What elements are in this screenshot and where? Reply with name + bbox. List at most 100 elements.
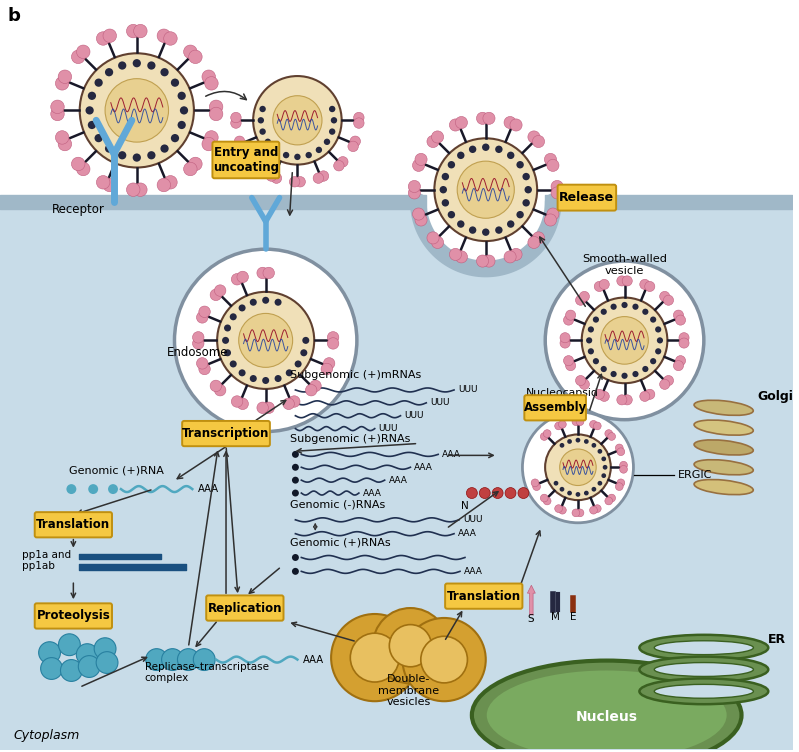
Circle shape: [608, 494, 615, 502]
Circle shape: [177, 92, 186, 100]
Polygon shape: [419, 3, 553, 269]
Circle shape: [230, 360, 237, 368]
Circle shape: [532, 135, 545, 147]
Circle shape: [202, 138, 216, 151]
Circle shape: [199, 306, 210, 317]
Circle shape: [305, 384, 317, 396]
Text: AAA: AAA: [464, 567, 483, 576]
Circle shape: [257, 267, 268, 279]
Circle shape: [295, 177, 305, 187]
Circle shape: [161, 649, 184, 671]
Circle shape: [598, 481, 602, 486]
Text: Genomic (+)RNAs: Genomic (+)RNAs: [291, 538, 391, 547]
Circle shape: [576, 509, 584, 517]
Circle shape: [622, 395, 632, 405]
Circle shape: [504, 251, 516, 263]
Text: Nucleus: Nucleus: [576, 710, 638, 724]
Circle shape: [605, 429, 613, 438]
Circle shape: [575, 492, 580, 497]
Circle shape: [602, 473, 606, 478]
Circle shape: [599, 279, 610, 290]
Text: Subgenomic (+)RNAs: Subgenomic (+)RNAs: [291, 435, 411, 444]
Circle shape: [455, 251, 467, 263]
Circle shape: [197, 311, 208, 323]
Text: Genomic (+)RNA: Genomic (+)RNA: [70, 465, 165, 475]
Circle shape: [88, 121, 96, 129]
Circle shape: [594, 390, 604, 399]
Circle shape: [61, 660, 82, 681]
Circle shape: [272, 147, 279, 153]
Text: E: E: [570, 612, 576, 622]
Circle shape: [533, 483, 540, 490]
Circle shape: [601, 317, 648, 364]
Text: Assembly: Assembly: [523, 402, 586, 414]
Circle shape: [133, 24, 147, 38]
Circle shape: [469, 146, 476, 153]
Circle shape: [584, 491, 589, 496]
Circle shape: [217, 292, 314, 389]
Circle shape: [632, 371, 638, 378]
Ellipse shape: [694, 400, 753, 415]
Circle shape: [602, 456, 606, 461]
FancyBboxPatch shape: [34, 603, 112, 629]
Circle shape: [118, 151, 126, 159]
Ellipse shape: [694, 459, 753, 475]
Circle shape: [403, 618, 486, 701]
Circle shape: [105, 144, 113, 153]
Circle shape: [237, 271, 248, 283]
Circle shape: [610, 371, 617, 378]
Circle shape: [275, 375, 281, 382]
Circle shape: [292, 477, 299, 484]
Circle shape: [263, 402, 274, 414]
Circle shape: [593, 317, 599, 323]
Ellipse shape: [654, 663, 753, 677]
Circle shape: [543, 497, 551, 505]
Circle shape: [96, 652, 118, 674]
Circle shape: [544, 214, 557, 226]
Ellipse shape: [639, 678, 769, 704]
Ellipse shape: [639, 635, 769, 660]
Circle shape: [164, 175, 177, 189]
Ellipse shape: [472, 660, 741, 752]
Circle shape: [431, 236, 443, 248]
Circle shape: [305, 152, 312, 158]
Circle shape: [105, 68, 113, 77]
Circle shape: [237, 141, 247, 152]
Text: Proteolysis: Proteolysis: [37, 609, 110, 623]
Circle shape: [209, 108, 223, 121]
Circle shape: [559, 443, 564, 447]
Circle shape: [610, 304, 617, 310]
Circle shape: [567, 439, 572, 444]
Circle shape: [222, 337, 229, 344]
Text: Subgenomic (+)mRNAs: Subgenomic (+)mRNAs: [291, 370, 422, 380]
Circle shape: [253, 76, 342, 165]
Circle shape: [455, 117, 467, 129]
Circle shape: [260, 129, 266, 135]
Circle shape: [275, 299, 281, 306]
Circle shape: [231, 112, 241, 123]
Circle shape: [105, 79, 169, 142]
Circle shape: [528, 131, 540, 143]
Text: UUU: UUU: [458, 386, 478, 395]
Circle shape: [232, 396, 243, 408]
Text: Transcription: Transcription: [182, 427, 270, 440]
Circle shape: [566, 310, 575, 320]
Circle shape: [209, 100, 223, 114]
Circle shape: [205, 77, 218, 90]
Circle shape: [617, 479, 625, 487]
Circle shape: [294, 153, 300, 160]
Circle shape: [147, 62, 156, 70]
Circle shape: [408, 186, 420, 199]
Circle shape: [442, 173, 449, 180]
Circle shape: [605, 497, 613, 505]
Circle shape: [559, 506, 566, 514]
Circle shape: [504, 117, 516, 129]
Text: AAA: AAA: [442, 450, 461, 459]
Circle shape: [566, 360, 575, 371]
Circle shape: [593, 358, 599, 364]
Circle shape: [655, 326, 662, 332]
Circle shape: [563, 356, 574, 365]
Circle shape: [544, 153, 557, 165]
Circle shape: [447, 211, 455, 218]
Circle shape: [321, 363, 332, 374]
